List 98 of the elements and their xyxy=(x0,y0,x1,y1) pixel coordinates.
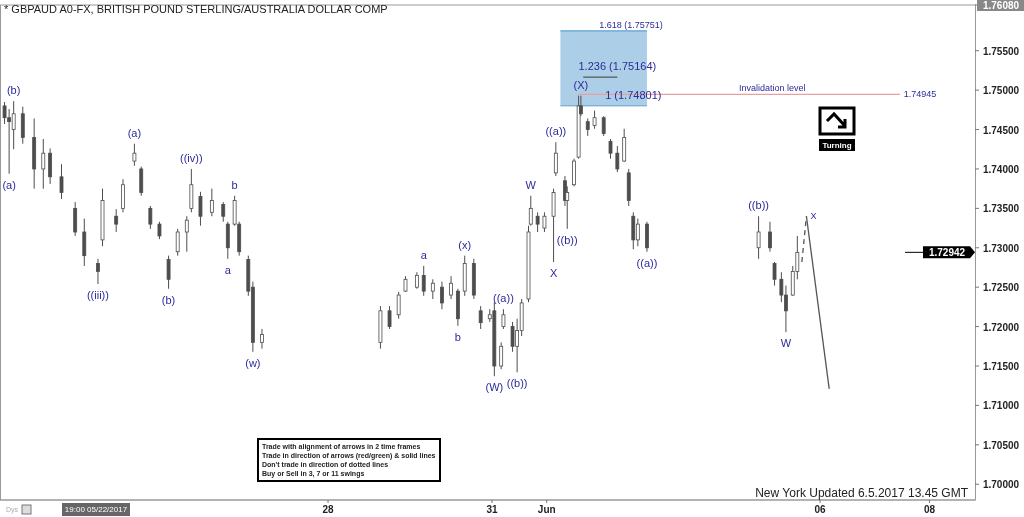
candlestick xyxy=(478,305,483,330)
candlestick xyxy=(41,138,46,190)
annotation: New York Updated 6.5.2017 13.45 GMT xyxy=(755,486,969,500)
candlestick xyxy=(608,138,613,160)
candlestick xyxy=(756,215,761,260)
annotation: 1 (1.74801) xyxy=(605,88,662,101)
candlestick xyxy=(449,275,453,300)
x-tick-label: 08 xyxy=(923,504,936,515)
candlestick xyxy=(645,221,649,253)
candlestick xyxy=(768,221,772,253)
annotation: 1.74945 xyxy=(903,89,937,100)
annotation: ((b)) xyxy=(748,199,769,212)
x-tick-label: 28 xyxy=(322,504,335,515)
x-tick-label: 31 xyxy=(486,504,499,515)
annotation: ((a)) xyxy=(545,125,567,138)
candlestick xyxy=(184,215,189,253)
candlestick xyxy=(601,115,606,137)
candlestick xyxy=(551,188,556,263)
candlestick xyxy=(396,291,401,320)
annotation: Invalidation level xyxy=(738,83,806,94)
candlestick xyxy=(225,221,230,260)
candlestick xyxy=(535,211,540,233)
candlestick xyxy=(20,106,25,145)
candlestick xyxy=(11,100,16,150)
candlestick xyxy=(82,218,87,267)
candlestick xyxy=(166,255,171,290)
candlestick xyxy=(148,205,153,230)
candlestick xyxy=(132,143,137,167)
annotation: (b) xyxy=(161,293,176,306)
annotation: ((iii)) xyxy=(86,289,109,302)
candlestick xyxy=(48,147,53,185)
candlestick xyxy=(209,188,214,217)
y-tick-label: 1.72500 xyxy=(982,282,1020,294)
annotation: ((iv)) xyxy=(180,151,203,164)
y-tick-label: 1.75500 xyxy=(982,45,1020,57)
y-tick-label: 1.70500 xyxy=(982,439,1020,451)
annotation: b xyxy=(231,178,238,191)
candlestick xyxy=(501,308,506,330)
candlestick xyxy=(421,265,426,297)
candlestick xyxy=(499,341,504,370)
annotation: W xyxy=(780,337,792,350)
candlestick xyxy=(622,128,627,163)
annotation: (a) xyxy=(2,178,16,191)
y-tick-label: 1.73000 xyxy=(982,242,1020,254)
y-tick-label: 1.71000 xyxy=(982,400,1020,412)
annotation: (a) xyxy=(127,126,142,139)
annotation: 1.618 (1.75751) xyxy=(599,19,663,30)
annotation: Turning xyxy=(822,141,852,150)
candlestick xyxy=(631,211,636,250)
annotation: a xyxy=(224,263,232,276)
annotation: (x) xyxy=(458,238,472,251)
annotation: 1.236 (1.75164) xyxy=(578,60,657,73)
annotation: (w) xyxy=(245,356,261,369)
annotation: ((a)) xyxy=(493,292,514,305)
candlestick xyxy=(542,211,547,233)
candlestick xyxy=(73,201,78,237)
annotation: X xyxy=(810,211,817,222)
candlestick xyxy=(96,258,100,285)
candlestick xyxy=(387,305,392,330)
candlestick xyxy=(139,166,144,197)
y-tick-label: 1.75000 xyxy=(982,85,1020,97)
candlestick xyxy=(430,278,435,300)
candlestick xyxy=(175,228,180,257)
y-tick-label: 1.74500 xyxy=(982,124,1020,136)
candlestick xyxy=(198,191,203,227)
y-tick-label: 1.72000 xyxy=(982,321,1020,333)
annotation: (X) xyxy=(573,78,589,91)
y-tick-label: 1.71500 xyxy=(982,361,1020,372)
candlestick xyxy=(189,168,194,213)
candlestick xyxy=(221,201,226,223)
candlestick xyxy=(635,218,640,247)
x-tick-label: 06 xyxy=(814,504,827,515)
x-tick-label: Jun xyxy=(537,504,556,515)
y-tick-label: 1.70000 xyxy=(982,479,1020,491)
annotation: W xyxy=(525,178,537,191)
annotation: a xyxy=(420,248,428,261)
candlestick xyxy=(572,158,576,187)
chart-title: * GBPAUD A0-FX, BRITISH POUND STERLING/AUSTRALIA DOLLAR COMP xyxy=(4,3,388,15)
annotation: b xyxy=(454,330,461,343)
candlestick xyxy=(615,145,620,173)
annotation: (b) xyxy=(6,84,21,97)
candlestick xyxy=(121,178,125,213)
candlestick xyxy=(260,328,264,350)
y-tick-label: 1.76080 xyxy=(982,0,1020,11)
candlestick xyxy=(440,281,444,310)
y-tick-label: 1.74000 xyxy=(982,163,1020,175)
y-tick-label: 1.73500 xyxy=(982,203,1020,215)
ref-line-label: 1.72942 xyxy=(928,247,966,259)
candlestick xyxy=(114,208,119,233)
annotation: X xyxy=(549,266,558,279)
annotation: ((b)) xyxy=(556,233,578,246)
annotation: (W) xyxy=(485,381,504,394)
annotation: ((b)) xyxy=(506,377,528,390)
annotation: ((a)) xyxy=(636,256,658,269)
candlestick xyxy=(772,261,777,287)
candlestick xyxy=(592,110,597,130)
candlestick xyxy=(59,163,64,200)
candlestick xyxy=(553,141,558,177)
